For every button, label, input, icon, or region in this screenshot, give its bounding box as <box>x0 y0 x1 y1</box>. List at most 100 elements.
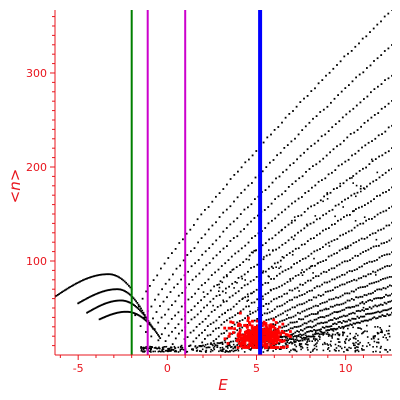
data-point <box>391 263 392 266</box>
data-point <box>119 288 121 291</box>
data-point <box>317 82 320 85</box>
data-point <box>120 311 123 313</box>
data-point <box>152 350 154 353</box>
data-point <box>122 299 124 302</box>
data-point <box>347 324 350 327</box>
data-point <box>251 182 253 184</box>
data-point <box>326 321 328 324</box>
data-point <box>391 124 392 127</box>
data-point <box>77 302 80 305</box>
data-point <box>122 279 125 282</box>
data-point <box>224 341 227 344</box>
data-point <box>304 192 307 194</box>
data-point <box>250 267 252 269</box>
data-point <box>360 125 362 128</box>
data-point <box>195 347 198 349</box>
data-point <box>320 331 323 333</box>
data-point <box>322 334 324 336</box>
data-point <box>367 273 370 276</box>
data-point <box>313 329 315 331</box>
data-point <box>335 323 338 325</box>
data-point <box>246 283 249 286</box>
data-point <box>328 325 331 328</box>
data-point <box>204 233 207 236</box>
data-point <box>121 289 124 291</box>
data-point <box>358 42 360 45</box>
data-point <box>391 307 392 309</box>
data-point <box>318 322 321 325</box>
data-point <box>328 298 331 301</box>
data-point <box>384 315 387 317</box>
data-point <box>290 316 292 319</box>
data-point <box>359 252 362 255</box>
data-point <box>284 269 287 272</box>
data-point <box>238 300 241 302</box>
data-point <box>281 271 284 273</box>
data-point <box>314 338 317 340</box>
data-point <box>237 290 240 293</box>
data-point <box>334 333 337 336</box>
data-point <box>253 217 256 219</box>
data-point <box>389 349 391 351</box>
data-point <box>364 330 366 332</box>
data-point <box>346 314 349 317</box>
data-point <box>382 227 385 230</box>
data-point <box>153 329 156 332</box>
data-point <box>338 334 341 337</box>
data-point <box>365 301 368 303</box>
data-point <box>310 313 313 315</box>
highlight-point <box>232 331 235 334</box>
highlight-point <box>284 333 288 336</box>
data-point <box>287 186 290 188</box>
highlight-point <box>236 334 240 337</box>
data-point <box>291 321 294 324</box>
data-point <box>387 332 389 335</box>
data-point <box>267 282 270 284</box>
data-point <box>313 257 315 260</box>
data-point <box>345 307 348 309</box>
highlight-point <box>261 324 264 328</box>
data-point <box>294 180 297 183</box>
data-point <box>197 302 199 304</box>
data-point <box>304 338 306 341</box>
data-point <box>288 289 291 292</box>
data-point <box>246 223 249 226</box>
data-point <box>106 289 109 292</box>
data-point <box>284 342 287 345</box>
data-point <box>352 182 354 184</box>
data-point <box>229 240 232 242</box>
data-point <box>290 341 292 344</box>
data-point <box>278 267 280 269</box>
data-point <box>313 325 315 328</box>
data-point <box>359 295 362 298</box>
data-point <box>161 347 164 349</box>
data-point <box>190 265 193 268</box>
data-point <box>391 251 392 254</box>
data-point <box>380 242 383 245</box>
highlight-point <box>272 335 276 339</box>
data-point <box>163 262 166 265</box>
data-point <box>362 251 364 253</box>
data-point <box>336 187 338 189</box>
data-point <box>342 182 345 185</box>
data-point <box>201 253 204 256</box>
highlight-point <box>237 335 241 339</box>
data-point <box>309 335 312 338</box>
data-point <box>169 348 171 351</box>
data-point <box>307 335 309 338</box>
highlight-point <box>279 339 282 343</box>
data-point <box>363 188 366 190</box>
highlight-point <box>282 339 286 343</box>
data-point <box>283 335 285 338</box>
data-point <box>391 147 392 149</box>
data-point <box>272 323 275 326</box>
data-point <box>66 287 69 290</box>
data-point <box>157 350 160 353</box>
data-point <box>133 312 136 315</box>
data-point <box>376 288 379 291</box>
data-point <box>225 274 228 276</box>
data-point <box>145 316 147 319</box>
data-point <box>311 350 314 352</box>
data-point <box>247 295 249 298</box>
data-point <box>286 281 289 283</box>
